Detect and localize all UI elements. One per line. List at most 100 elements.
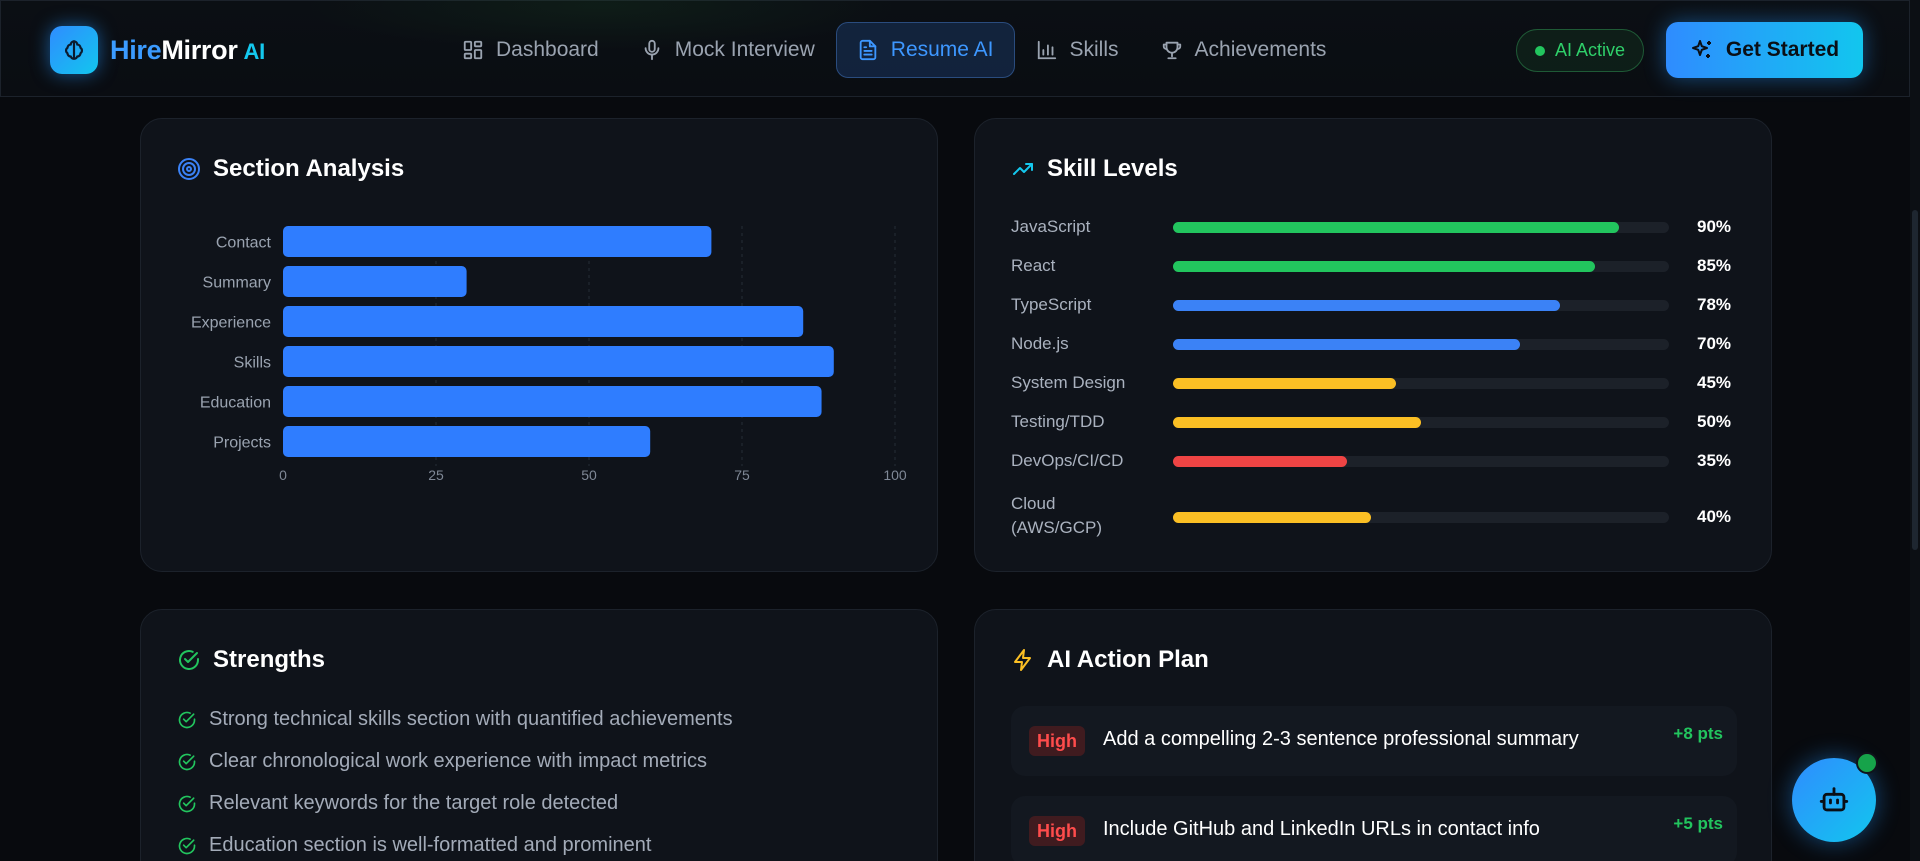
x-tick-label: 50 xyxy=(581,467,597,483)
nav-achievements[interactable]: Achievements xyxy=(1140,22,1348,78)
x-tick-label: 0 xyxy=(279,467,287,483)
skill-percent: 90% xyxy=(1697,217,1732,236)
skill-name: React xyxy=(1011,256,1056,275)
category-label: Education xyxy=(200,395,271,412)
strengths-title: Strengths xyxy=(213,646,326,673)
strength-item: Relevant keywords for the target role de… xyxy=(177,792,618,815)
bar-contact[interactable] xyxy=(283,226,712,257)
target-icon xyxy=(178,158,200,180)
skill-name: Cloud (AWS/GCP) xyxy=(1011,494,1102,537)
strength-item: Education section is well-formatted and … xyxy=(177,834,651,857)
trending-up-icon xyxy=(1013,163,1033,175)
category-label: Summary xyxy=(203,275,271,292)
skill-levels-title: Skill Levels xyxy=(1047,155,1178,182)
priority-badge: High xyxy=(1029,726,1085,756)
ai-status-label: AI Active xyxy=(1555,40,1626,60)
nav-dashboard-label: Dashboard xyxy=(496,38,599,61)
trophy-icon xyxy=(1162,41,1181,60)
nav-dashboard[interactable]: Dashboard xyxy=(441,22,620,78)
skill-bar-fill xyxy=(1173,300,1560,311)
action-points: +5 pts xyxy=(1673,814,1723,833)
action-points: +8 pts xyxy=(1673,724,1723,743)
skill-bar-fill xyxy=(1173,339,1521,350)
category-label: Contact xyxy=(216,235,272,252)
skill-bar-fill xyxy=(1173,512,1372,523)
nav-mock-interview-label: Mock Interview xyxy=(674,38,815,61)
sparkles-icon xyxy=(1691,40,1711,58)
strength-item: Clear chronological work experience with… xyxy=(177,750,707,773)
skill-name: Testing/TDD xyxy=(1011,412,1105,431)
action-item[interactable]: High Add a compelling 2-3 sentence profes… xyxy=(1011,706,1737,776)
skill-percent: 45% xyxy=(1697,373,1732,392)
action-plan-card: AI Action Plan High Add a compelling 2-3 … xyxy=(974,609,1772,861)
skill-percent: 78% xyxy=(1697,295,1732,314)
strengths-card: Strengths Strong technical skills sectio… xyxy=(140,609,938,861)
x-tick-label: 100 xyxy=(883,467,907,483)
check-circle-icon xyxy=(178,711,196,728)
nav-mock-interview[interactable]: Mock Interview xyxy=(620,22,836,78)
action-text: Include GitHub and LinkedIn URLs in cont… xyxy=(1103,818,1540,840)
section-analysis-card: Section Analysis Contact Summary Experienc… xyxy=(140,118,938,572)
ai-status-badge: AI Active xyxy=(1516,29,1645,72)
bar-education[interactable] xyxy=(283,386,822,417)
brand-name: HireMirror AI xyxy=(110,34,265,65)
x-tick-label: 25 xyxy=(428,467,444,483)
bar-chart-icon xyxy=(1037,40,1056,60)
strength-text: Strong technical skills section with qua… xyxy=(209,708,733,730)
skill-bar-track xyxy=(1173,512,1669,523)
category-label: Experience xyxy=(191,315,271,332)
get-started-button[interactable]: Get Started xyxy=(1666,22,1863,78)
skill-bar-track xyxy=(1173,222,1669,233)
strength-text: Relevant keywords for the target role de… xyxy=(209,792,619,814)
strength-text: Clear chronological work experience with… xyxy=(209,750,707,772)
bar-projects[interactable] xyxy=(283,426,651,457)
skill-bar-fill xyxy=(1173,222,1620,233)
section-analysis-title: Section Analysis xyxy=(213,155,405,182)
check-circle-icon xyxy=(178,795,196,812)
nav-resume-ai-label: Resume AI xyxy=(890,38,994,61)
bar-experience[interactable] xyxy=(283,306,804,337)
brain-icon xyxy=(50,26,98,74)
skill-name: TypeScript xyxy=(1011,295,1092,314)
dashboard-icon xyxy=(463,40,483,60)
nav-resume-ai[interactable]: Resume AI xyxy=(835,22,1015,78)
strength-text: Education section is well-formatted and … xyxy=(209,834,652,856)
skill-name: System Design xyxy=(1011,373,1126,392)
action-plan-title: AI Action Plan xyxy=(1047,646,1209,673)
priority-badge: High xyxy=(1029,816,1085,846)
nav-achievements-label: Achievements xyxy=(1194,38,1327,61)
online-indicator-icon xyxy=(1856,752,1878,774)
document-icon xyxy=(859,39,877,61)
skill-bar-track xyxy=(1173,378,1669,389)
section-analysis-chart: Contact Summary Experience Skills Education P… xyxy=(191,226,907,483)
bar-summary[interactable] xyxy=(283,266,467,297)
brand-logo[interactable]: HireMirror AI xyxy=(50,26,265,74)
skill-bar-fill xyxy=(1173,261,1595,272)
x-tick-label: 75 xyxy=(734,467,750,483)
check-circle-icon xyxy=(179,650,199,670)
lightning-icon xyxy=(1014,649,1031,671)
action-item[interactable]: High Include GitHub and LinkedIn URLs in … xyxy=(1011,796,1737,861)
check-circle-icon xyxy=(178,753,196,770)
skill-bar-track xyxy=(1173,417,1669,428)
nav-skills[interactable]: Skills xyxy=(1015,22,1140,78)
skill-percent: 40% xyxy=(1697,507,1732,526)
skill-percent: 35% xyxy=(1697,451,1732,470)
skill-bar-track xyxy=(1173,261,1669,272)
category-label: Projects xyxy=(213,435,271,452)
skill-name: JavaScript xyxy=(1011,217,1091,236)
main-nav: Dashboard Mock Interview Resume AI Skill… xyxy=(441,22,1347,78)
bar-skills[interactable] xyxy=(283,346,834,377)
skill-bar-fill xyxy=(1173,417,1421,428)
get-started-label: Get Started xyxy=(1725,38,1840,61)
robot-icon xyxy=(1819,787,1849,812)
category-label: Skills xyxy=(234,355,271,372)
strengths-header: Strengths xyxy=(177,646,325,674)
status-dot-icon xyxy=(1535,45,1545,56)
page-scrollbar-thumb[interactable] xyxy=(1912,210,1918,550)
action-plan-header: AI Action Plan xyxy=(1011,646,1209,674)
section-analysis-header: Section Analysis xyxy=(177,155,404,183)
top-navbar: HireMirror AI Dashboard Mock Interview Re… xyxy=(0,0,1910,97)
skill-percent: 85% xyxy=(1697,256,1732,275)
skill-bar-track xyxy=(1173,339,1669,350)
